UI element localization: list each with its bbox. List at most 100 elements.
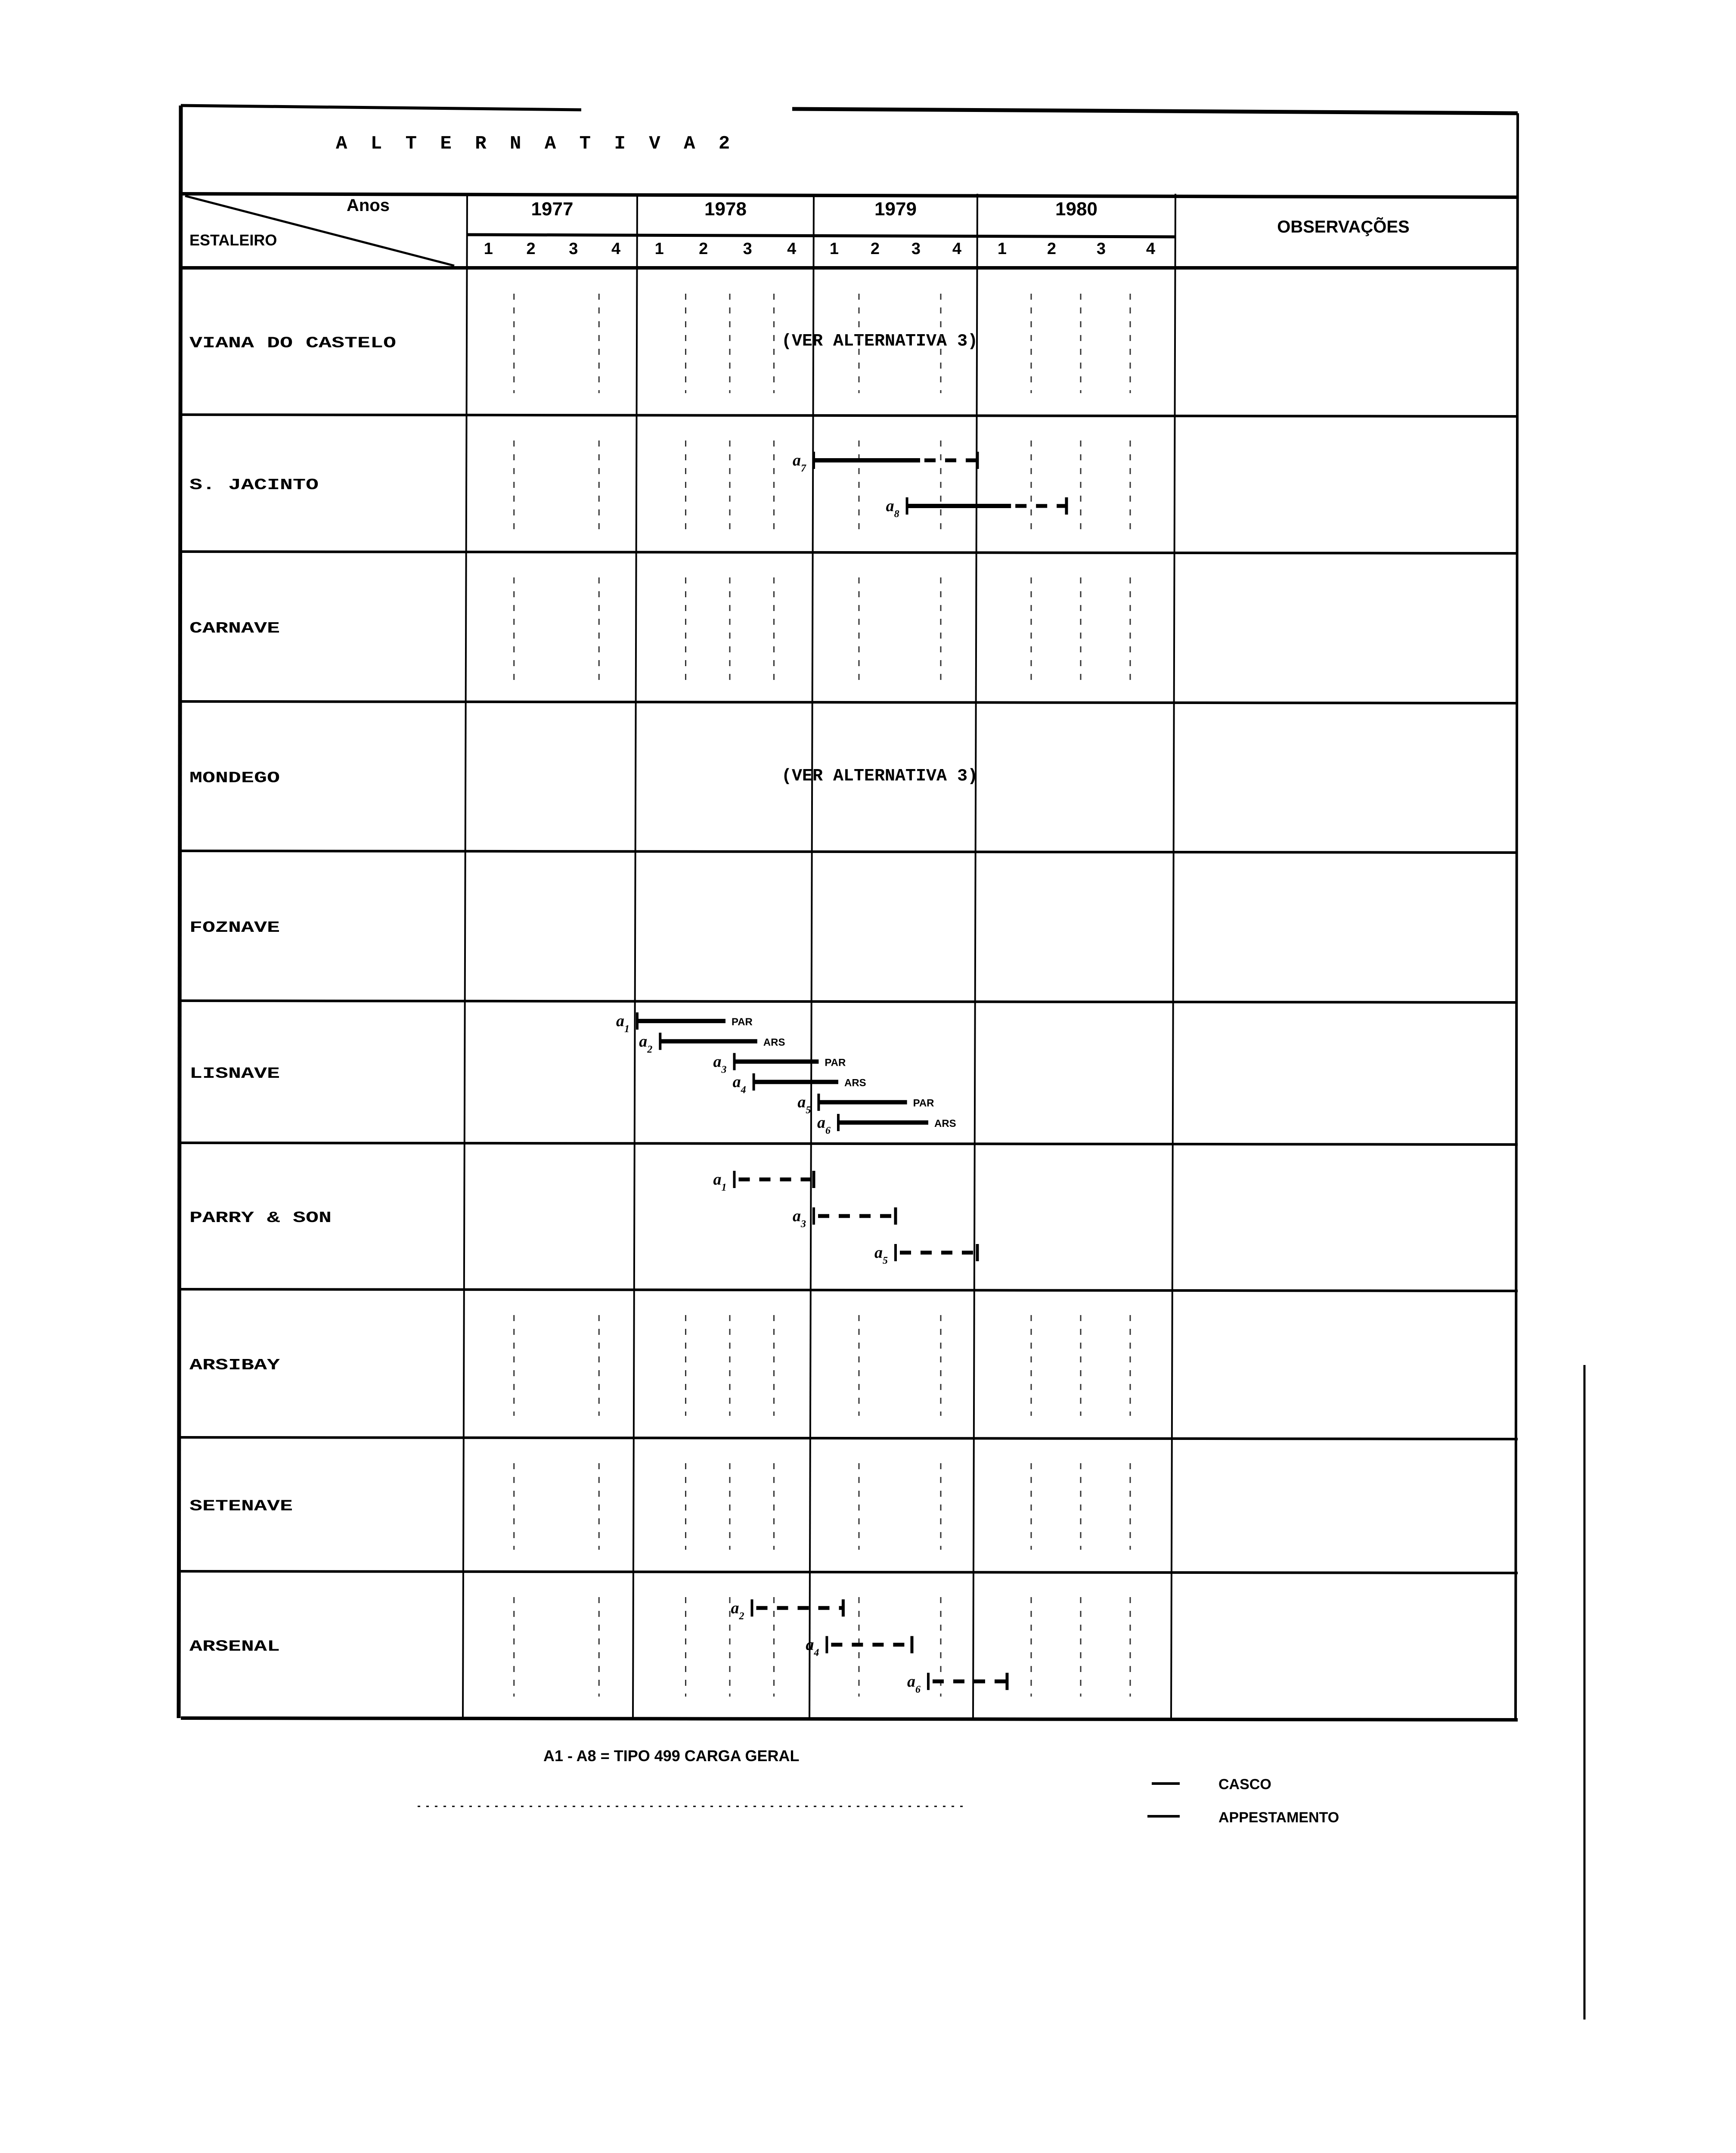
shipyard-name: CARNAVE xyxy=(189,620,280,637)
shipyard-row: ARSIBAY xyxy=(189,1315,1131,1416)
table-border-left xyxy=(177,105,183,1719)
bar-label-subscript: 3 xyxy=(721,1064,727,1075)
quarter-header: 3 xyxy=(569,240,578,258)
quarter-header: 1 xyxy=(484,240,493,258)
bar-label: a1 xyxy=(713,1170,727,1193)
document-title: A L T E R N A T I V A 2 xyxy=(336,133,736,155)
quarter-header: 4 xyxy=(611,240,620,258)
column-divider xyxy=(972,193,978,1719)
quarter-header: 4 xyxy=(1146,240,1155,258)
shipyard-row: VIANA DO CASTELO (VER ALTERNATIVA 3) xyxy=(189,294,1131,393)
bar-label-subscript: 8 xyxy=(894,509,899,520)
bar-label: a7 xyxy=(793,451,806,474)
year-header: 1978 xyxy=(704,199,747,220)
schedule-sheet: A L T E R N A T I V A 2 Anos ESTALEIRO O… xyxy=(177,104,1586,2020)
shipyard-row: SETENAVE xyxy=(189,1463,1131,1550)
shipyard-row: LISNAVE xyxy=(189,1065,280,1083)
bar-label: a4 xyxy=(806,1636,819,1659)
bar-label-subscript: 5 xyxy=(883,1255,888,1266)
shipyard-header-label: ESTALEIRO xyxy=(189,231,277,249)
bar-tag: PAR xyxy=(913,1098,934,1109)
quarter-header: 4 xyxy=(952,240,961,258)
gantt-bar: a5 xyxy=(874,1244,979,1266)
quarter-header: 1 xyxy=(655,240,664,258)
shipyard-name: S. JACINTO xyxy=(189,476,319,494)
year-header: 1977 xyxy=(531,199,574,220)
quarter-header: 4 xyxy=(787,240,796,258)
bar-tag: ARS xyxy=(844,1077,866,1089)
bar-label-subscript: 4 xyxy=(741,1085,746,1096)
row-divider xyxy=(180,850,1518,854)
table-grid xyxy=(177,104,1519,1722)
bar-label: a8 xyxy=(886,497,899,520)
row-note: (VER ALTERNATIVA 3) xyxy=(781,767,978,786)
row-divider xyxy=(180,550,1518,555)
bar-label: a2 xyxy=(731,1599,744,1622)
bar-label-subscript: 4 xyxy=(813,1647,819,1659)
gantt-bar: a7 xyxy=(793,451,979,474)
shipyard-name: LISNAVE xyxy=(189,1065,280,1083)
row-note: (VER ALTERNATIVA 3) xyxy=(781,332,978,351)
shipyard-name: ARSENAL xyxy=(189,1638,280,1656)
shipyard-name: VIANA DO CASTELO xyxy=(189,335,396,352)
bar-label: a3 xyxy=(793,1207,806,1230)
bar-tag: PAR xyxy=(732,1016,753,1028)
quarter-header: 1 xyxy=(998,240,1007,258)
column-divider xyxy=(632,193,638,1719)
years-header-label: Anos xyxy=(347,196,390,215)
shipyard-row: MONDEGO (VER ALTERNATIVA 3) xyxy=(189,767,978,787)
row-divider xyxy=(180,1570,1518,1574)
row-divider xyxy=(180,1288,1518,1292)
shipyard-name: ARSIBAY xyxy=(189,1356,280,1374)
quarter-header: 2 xyxy=(871,240,880,258)
bar-label-subscript: 5 xyxy=(806,1105,811,1116)
bar-label-subscript: 7 xyxy=(801,463,806,474)
gantt-bar: a1 xyxy=(713,1170,815,1193)
shipyard-row: FOZNAVE xyxy=(189,919,280,937)
bar-label-subscript: 2 xyxy=(647,1044,652,1055)
shipyard-row: S. JACINTO xyxy=(189,441,1131,530)
header-diagonal xyxy=(185,195,455,267)
year-headers: 1977 1 2 3 4 1978 1 2 3 4 1979 1 2 3 4 1980 1 2 3 4 xyxy=(484,199,1155,258)
quarter-header: 2 xyxy=(1047,240,1056,258)
row-divider xyxy=(180,1436,1518,1440)
row-divider xyxy=(180,700,1518,704)
shipyard-row: ARSENAL xyxy=(189,1597,1131,1697)
row-divider xyxy=(180,413,1518,418)
bar-label: a4 xyxy=(733,1073,746,1096)
bar-label-subscript: 1 xyxy=(722,1182,727,1193)
shipyard-name: FOZNAVE xyxy=(189,919,280,937)
bar-tag: ARS xyxy=(934,1118,956,1129)
quarter-header: 3 xyxy=(911,240,921,258)
row-divider xyxy=(180,1716,1518,1722)
gantt-bar: a5 PAR xyxy=(797,1093,934,1116)
gantt-bar: a3 PAR xyxy=(713,1052,846,1075)
shipyard-row: PARRY & SON xyxy=(189,1209,332,1227)
legend: CASCO APPESTAMENTO xyxy=(1147,1776,1339,1826)
gantt-bar: a2 xyxy=(731,1599,845,1622)
year-header: 1979 xyxy=(874,199,917,220)
legend-appestamento-label: APPESTAMENTO xyxy=(1218,1809,1339,1826)
shipyard-name: PARRY & SON xyxy=(189,1209,332,1227)
shipyard-name: MONDEGO xyxy=(189,769,280,787)
shipyard-name: SETENAVE xyxy=(189,1498,293,1515)
bar-label: a2 xyxy=(639,1032,652,1055)
bar-label: a6 xyxy=(817,1114,831,1136)
column-divider xyxy=(462,193,468,1719)
bar-label-subscript: 2 xyxy=(739,1610,744,1622)
table-border-right xyxy=(1514,113,1519,1719)
column-divider xyxy=(1170,193,1176,1719)
quarter-header: 2 xyxy=(699,240,708,258)
bar-label: a5 xyxy=(874,1244,888,1266)
column-divider xyxy=(809,193,815,1719)
quarter-header: 3 xyxy=(743,240,752,258)
quarter-header-divider xyxy=(467,233,1176,239)
gantt-bar: a6 ARS xyxy=(817,1114,956,1136)
footnote: A1 - A8 = TIPO 499 CARGA GERAL xyxy=(543,1747,799,1765)
quarter-header: 1 xyxy=(830,240,839,258)
gantt-bar: a2 ARS xyxy=(639,1032,785,1055)
bar-label-subscript: 3 xyxy=(800,1219,806,1230)
quarter-header: 2 xyxy=(527,240,536,258)
year-header: 1980 xyxy=(1055,199,1097,220)
row-divider xyxy=(180,1142,1518,1146)
